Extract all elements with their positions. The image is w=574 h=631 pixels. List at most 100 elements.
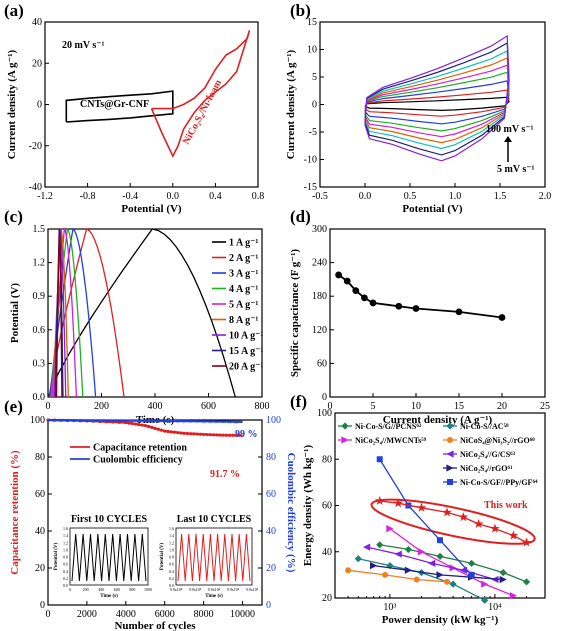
marker-diamond — [499, 568, 507, 577]
capacitance-point — [412, 305, 420, 312]
retention-marker — [205, 432, 209, 437]
inset-x-tick: 9.9x10⁴ — [189, 587, 202, 592]
efficiency-marker: × — [234, 419, 238, 427]
gcd-curve-2 — [49, 227, 97, 398]
y-axis-label: Current density (A g⁻¹) — [285, 49, 297, 159]
inset-y-tick: 1.4 — [63, 533, 68, 538]
retention-marker — [218, 433, 222, 437]
y-tick-label: 20 — [32, 58, 42, 69]
legend-entry: NiCo₂S₄//G/CS63 — [460, 450, 516, 459]
inset-x-tick: 800 — [129, 587, 135, 592]
legend-entry: 2 A g⁻¹ — [229, 253, 258, 264]
marker-diamond — [354, 555, 362, 563]
legend-entry: NiCo₂S₄//rGO61 — [460, 464, 513, 473]
x-tick-label: 10⁴ — [488, 602, 502, 613]
x-axis-label: Power density (kW kg⁻¹) — [382, 614, 499, 626]
legend-ref: 61 — [507, 466, 513, 471]
marker-diamond — [481, 596, 489, 604]
inset-curve — [177, 533, 251, 582]
x-tick-label: 6000 — [155, 609, 175, 620]
scan-rate-high: 100 mV s⁻¹ — [486, 124, 534, 135]
x-tick-label: 20 — [497, 401, 507, 412]
inset-y-tick: 0.0 — [169, 583, 174, 588]
y2-tick-label: 0 — [266, 600, 271, 611]
retention-marker — [156, 427, 160, 431]
legend-ref: 60 — [530, 438, 536, 443]
retention-marker — [182, 431, 186, 435]
inset-y-tick: 0.2 — [63, 576, 68, 581]
y-tick-label: 0.9 — [33, 291, 46, 302]
y-tick-label: -15 — [304, 182, 317, 193]
retention-marker — [137, 422, 141, 427]
inset-y-tick: 0.4 — [63, 569, 68, 574]
efficiency-marker: × — [117, 418, 121, 426]
marker-diamond — [436, 552, 444, 560]
panel-label: (f) — [290, 392, 307, 411]
x-axis-label: Number of cycles — [114, 620, 196, 631]
ragone-series-0 — [376, 541, 531, 586]
marker-star — [375, 495, 385, 505]
retention-marker — [195, 432, 199, 436]
inset-frame — [69, 527, 149, 586]
legend-entry: Capacitance retention — [93, 443, 187, 454]
y-tick-label: 60 — [317, 358, 327, 369]
inset-y-tick: 1.4 — [169, 533, 174, 538]
efficiency-marker: × — [156, 418, 160, 426]
panel-label: (a) — [4, 1, 24, 20]
marker-triangle-left — [363, 543, 371, 551]
plot-frame — [319, 21, 546, 188]
efficiency-marker: × — [98, 417, 102, 425]
cv-curve-1 — [150, 30, 251, 158]
retention-marker — [189, 432, 193, 436]
marker-diamond — [446, 422, 454, 430]
scan-rate-low: 5 mV s⁻¹ — [497, 164, 535, 175]
retention-value-label: 91.7 % — [210, 469, 240, 480]
capacitance-point — [343, 277, 351, 285]
y-tick-label: -5 — [309, 127, 317, 138]
y-tick-label: 60 — [35, 489, 45, 500]
marker-square — [447, 479, 453, 485]
efficiency-marker: × — [137, 418, 141, 426]
x-tick-label: 0 — [328, 401, 333, 412]
efficiency-marker: × — [124, 418, 128, 426]
legend-ref: 63 — [510, 452, 516, 457]
x-tick-label: 25 — [540, 401, 550, 412]
efficiency-marker: × — [143, 418, 147, 426]
marker-square — [468, 571, 475, 578]
y-tick-label: 120 — [312, 325, 327, 336]
inset-y-tick: 0.6 — [169, 562, 174, 567]
marker-circle — [444, 578, 451, 585]
legend-entry: Cuolombic efficiency — [93, 455, 183, 466]
x-tick-label: 0 — [46, 609, 51, 620]
x-tick-label: -0.8 — [80, 191, 96, 202]
efficiency-marker: × — [85, 417, 89, 425]
retention-marker — [153, 426, 157, 430]
y-tick-label: 1.2 — [33, 258, 46, 269]
x-tick-label: 1.0 — [449, 191, 462, 202]
marker-square — [376, 456, 383, 463]
retention-marker — [124, 420, 128, 425]
marker-triangle-right — [446, 464, 454, 472]
legend-entry: 1 A g⁻¹ — [229, 238, 258, 249]
efficiency-marker: × — [52, 417, 56, 425]
inset-x-tick: 200 — [83, 587, 89, 592]
x-tick-label: 5 — [371, 401, 376, 412]
efficiency-value-label: 99 % — [235, 429, 258, 440]
retention-marker — [215, 433, 219, 437]
x-tick-label: 600 — [201, 401, 216, 412]
ragone-line — [379, 544, 527, 583]
legend-entry: 4 A g⁻¹ — [229, 284, 258, 295]
efficiency-marker: × — [182, 418, 186, 426]
inset-y-tick: 0.8 — [169, 555, 174, 560]
retention-marker — [172, 430, 177, 434]
marker-triangle-right — [509, 592, 517, 600]
retention-marker — [159, 428, 164, 432]
capacitance-point — [498, 314, 506, 321]
y-tick-label: -20 — [29, 141, 42, 152]
marker-triangle-left — [428, 559, 436, 567]
inset-y-tick: 1.2 — [63, 540, 68, 545]
series-label-cnts: CNTs@Gr-CNF — [80, 99, 149, 110]
x-tick-label: 10 — [411, 401, 421, 412]
ragone-series-7 — [375, 495, 532, 547]
cv-curve-10-mVs — [364, 89, 510, 117]
